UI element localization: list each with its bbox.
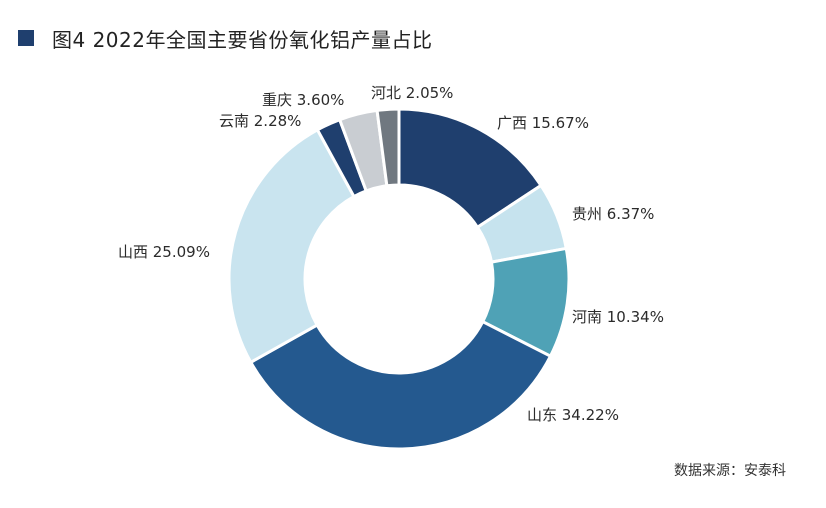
slice-label-2: 贵州 6.37%	[572, 205, 654, 223]
source-note: 数据来源：安泰科	[674, 463, 786, 479]
slice-label-5: 山西 25.09%	[118, 243, 210, 261]
slice-label-7: 重庆 3.60%	[262, 91, 344, 109]
donut-slice-8	[375, 107, 401, 188]
slice-label-1: 广西 15.67%	[497, 114, 589, 132]
donut-slice-5	[227, 127, 356, 365]
donut-slice-4	[248, 319, 553, 451]
title-marker-square	[18, 30, 34, 46]
slice-label-8: 河北 2.05%	[371, 84, 453, 102]
slice-label-4: 山东 34.22%	[527, 406, 619, 424]
slice-label-3: 河南 10.34%	[572, 308, 664, 326]
slice-label-6: 云南 2.28%	[219, 112, 301, 130]
chart-title-row: 图4 2022年全国主要省份氧化铝产量占比	[18, 18, 432, 58]
chart-title: 图4 2022年全国主要省份氧化铝产量占比	[52, 27, 433, 52]
